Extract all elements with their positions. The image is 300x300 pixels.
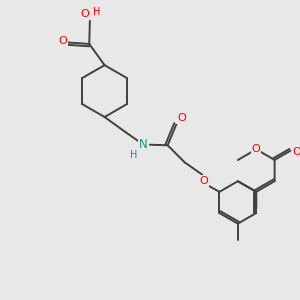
Text: O: O <box>252 144 261 154</box>
Text: O: O <box>58 36 67 46</box>
Text: O: O <box>292 147 300 157</box>
Text: O: O <box>199 176 208 186</box>
Text: O: O <box>177 113 186 123</box>
Text: O: O <box>80 10 89 20</box>
Text: H: H <box>93 7 100 16</box>
Text: H: H <box>130 150 138 160</box>
Text: N: N <box>139 139 148 152</box>
